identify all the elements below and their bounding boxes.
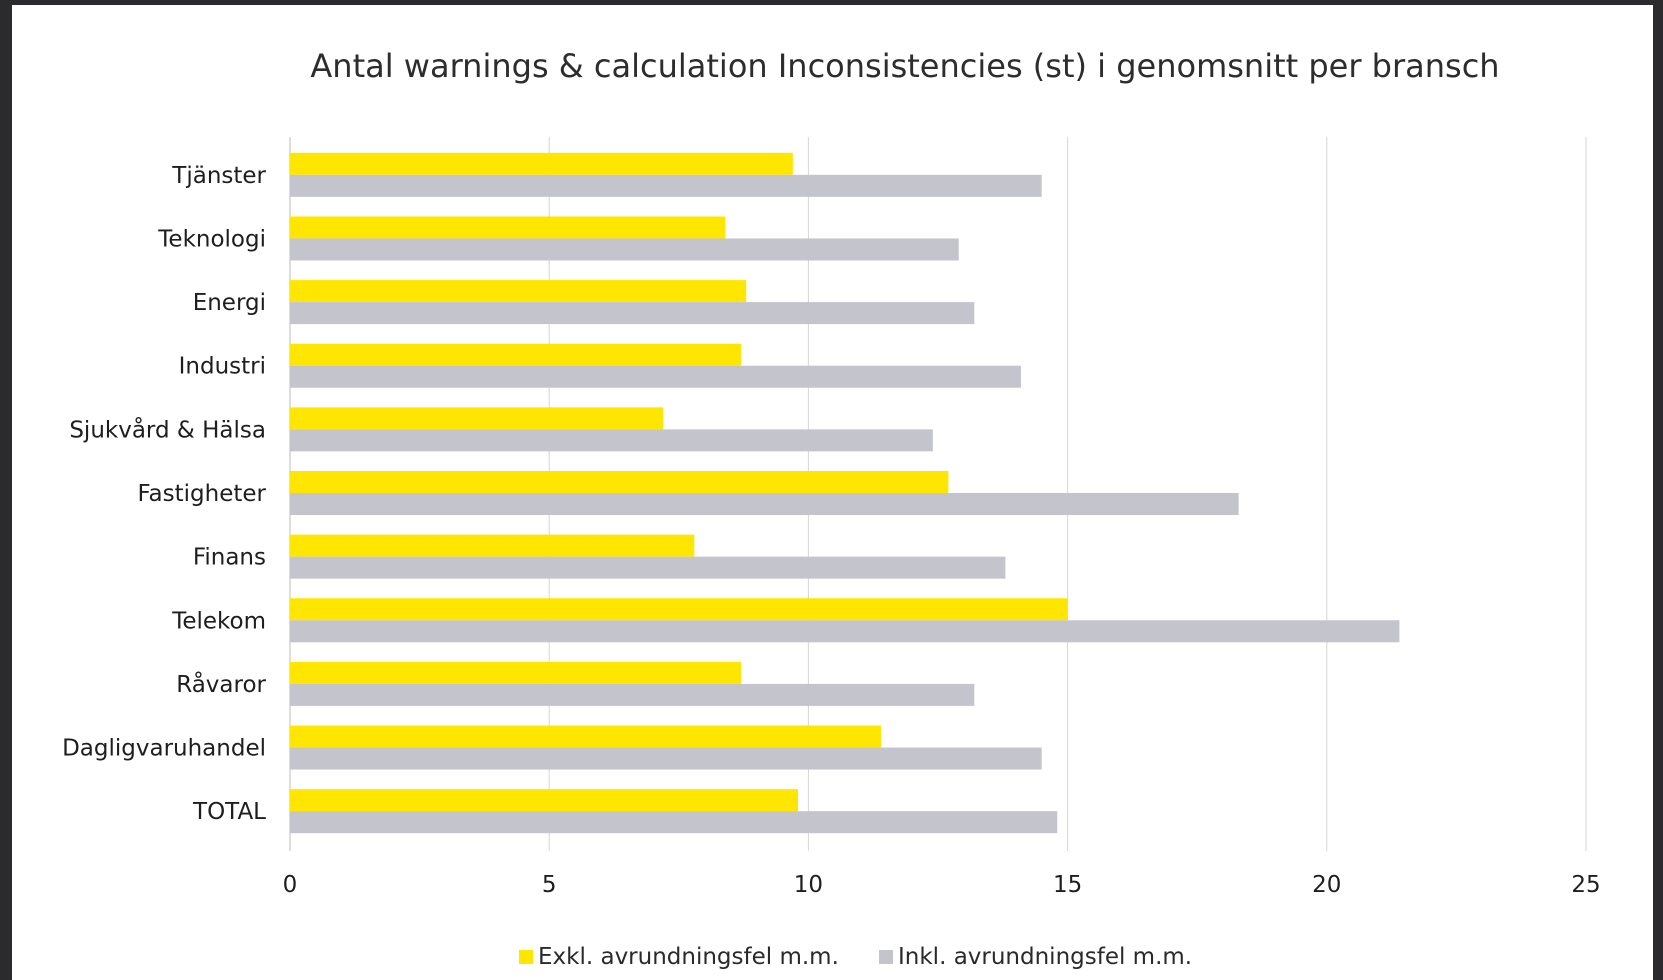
- legend: Exkl. avrundningsfel m.m. Inkl. avrundnin…: [519, 944, 1192, 970]
- x-tick-label: 20: [1312, 872, 1341, 898]
- bar-telekom-inkl: [290, 620, 1400, 643]
- x-tick-label: 15: [1053, 872, 1082, 898]
- category-label: Industri: [179, 354, 266, 380]
- bar-dagligvaruhandel-inkl: [290, 747, 1042, 770]
- bar-tjanster-inkl: [290, 174, 1042, 197]
- category-label: Finans: [193, 545, 266, 571]
- category-label: Råvaror: [176, 670, 266, 698]
- bars: [290, 152, 1400, 834]
- category-label: TOTAL: [192, 799, 266, 825]
- bar-teknologi-inkl: [290, 238, 959, 261]
- chart-title: Antal warnings & calculation Inconsisten…: [310, 47, 1499, 85]
- category-label: Tjänster: [171, 163, 266, 189]
- chart-frame: Antal warnings & calculation Inconsisten…: [12, 5, 1653, 980]
- bar-energi-exkl: [290, 280, 747, 303]
- bar-total-exkl: [290, 789, 799, 812]
- bar-sjukvard-halsa-exkl: [290, 407, 664, 430]
- x-tick-label: 10: [794, 872, 823, 898]
- bar-total-inkl: [290, 811, 1058, 834]
- legend-swatch: [879, 950, 893, 964]
- bar-finans-exkl: [290, 534, 695, 557]
- bar-finans-inkl: [290, 556, 1006, 579]
- bar-teknologi-exkl: [290, 216, 726, 239]
- bar-ravaror-exkl: [290, 661, 742, 684]
- x-tick-label: 0: [283, 872, 298, 898]
- category-label: Energi: [193, 290, 266, 316]
- legend-swatch: [519, 950, 533, 964]
- bar-ravaror-inkl: [290, 683, 975, 706]
- bar-dagligvaruhandel-exkl: [290, 725, 881, 748]
- bar-chart: Antal warnings & calculation Inconsisten…: [62, 47, 1601, 970]
- x-tick-label: 5: [542, 872, 557, 898]
- bar-fastigheter-inkl: [290, 493, 1239, 515]
- category-labels: Tjänster Teknologi Energi Industri Sjukvård …: [62, 163, 266, 825]
- bar-industri-inkl: [290, 365, 1021, 388]
- bar-industri-exkl: [290, 343, 742, 366]
- x-tick-labels: 0 5 10 15 20 25: [283, 872, 1601, 898]
- x-tick-label: 25: [1571, 872, 1600, 898]
- bar-fastigheter-exkl: [290, 471, 949, 493]
- category-label: Telekom: [171, 608, 266, 634]
- legend-label: Exkl. avrundningsfel m.m.: [538, 944, 839, 970]
- category-label: Sjukvård & Hälsa: [69, 415, 266, 443]
- category-label: Fastigheter: [137, 481, 266, 507]
- category-label: Teknologi: [157, 226, 266, 252]
- bar-energi-inkl: [290, 302, 975, 325]
- category-label: Dagligvaruhandel: [62, 736, 266, 762]
- bar-telekom-exkl: [290, 598, 1068, 621]
- legend-label: Inkl. avrundningsfel m.m.: [898, 944, 1192, 970]
- bar-tjanster-exkl: [290, 152, 793, 175]
- bar-sjukvard-halsa-inkl: [290, 429, 933, 452]
